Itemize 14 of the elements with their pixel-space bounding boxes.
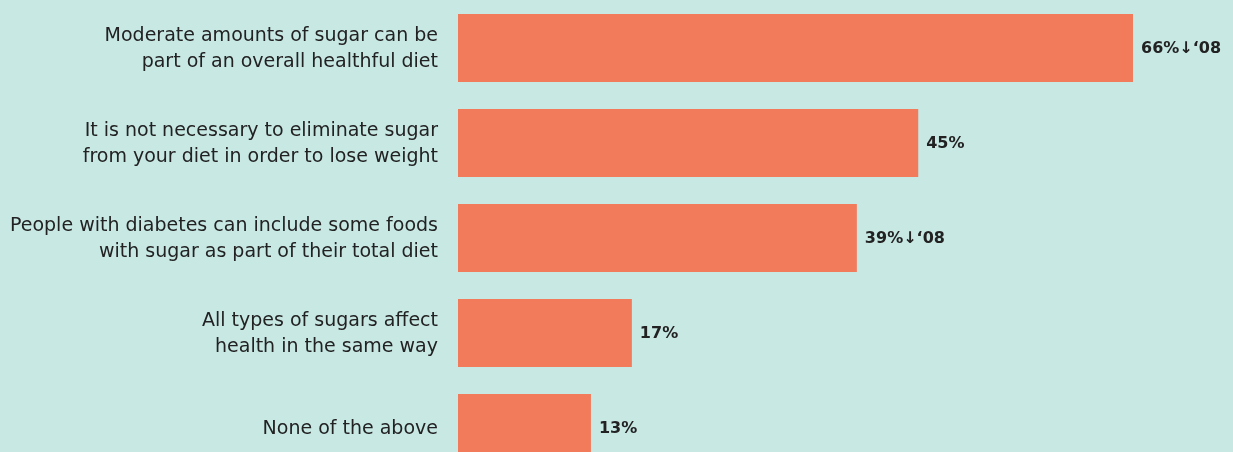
bar [458,14,1133,82]
y-tick-label: People with diabetes can include some foods with sugar as part of their total diet [9,212,438,260]
bar [458,109,919,177]
data-label: 39%↓‘08 [864,227,945,247]
y-tick-label: None of the above [262,415,438,437]
bar [458,299,632,367]
data-label: 66%↓‘08 [1141,37,1222,57]
data-label: 13% [598,417,638,437]
y-tick-label: It is not necessary to eliminate sugar from your diet in order to lose weight [82,117,439,165]
data-label: 17% [639,322,679,342]
y-tick-label: Moderate amounts of sugar can be part of an overall healthful diet [104,22,438,70]
data-label: 45% [926,132,965,152]
y-tick-label: All types of sugars affect health in the same way [201,307,438,355]
bar [458,204,857,272]
